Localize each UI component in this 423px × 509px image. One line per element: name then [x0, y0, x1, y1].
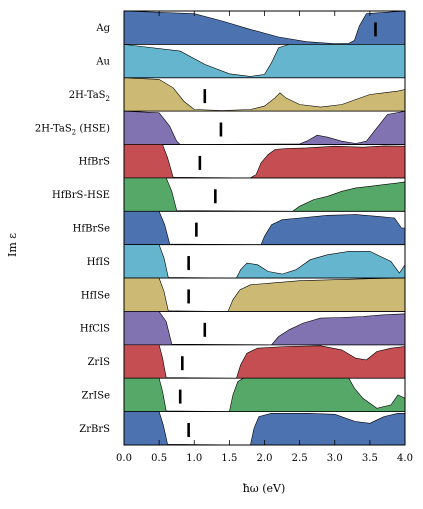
label-hfbrse: HfBrSe [73, 224, 110, 235]
y-axis-label: Im ε [6, 233, 19, 257]
panel-zris [123, 344, 406, 379]
area-hfis [123, 244, 406, 279]
panel-group [123, 10, 406, 446]
area-hfcls [123, 311, 406, 346]
area-zrbrs [123, 411, 406, 446]
panel-hfbrse [123, 211, 406, 246]
label-ag: Ag [95, 23, 110, 34]
x-axis-ticks: 0.0 0.5 1.0 1.5 2.0 2.5 3.0 3.5 4.0 [116, 11, 413, 464]
label-zrbrs: ZrBrS [79, 424, 110, 435]
area-zris [123, 344, 406, 379]
area-au [123, 44, 406, 79]
panel-ag [123, 10, 406, 45]
panel-zrbrs [123, 411, 406, 446]
panel-2h-tas2-hse [123, 110, 406, 145]
x-tick-label: 4.0 [397, 453, 413, 464]
area-hfbrs [123, 144, 406, 179]
x-tick-label: 0.0 [116, 453, 132, 464]
area-2h-tas2 [123, 77, 406, 112]
label-2h-tas2: 2H-TaS2 [69, 90, 110, 103]
label-hfbrs-hse: HfBrS-HSE [52, 190, 110, 201]
label-au: Au [95, 57, 110, 68]
category-labels: Ag Au 2H-TaS2 2H-TaS2 (HSE) HfBrS HfBrS-HSE Hf… [35, 23, 111, 435]
panel-zrise [123, 377, 406, 413]
x-tick-label: 2.5 [292, 453, 308, 464]
x-axis-label: ħω (eV) [243, 482, 286, 495]
x-tick-label: 1.0 [186, 453, 202, 464]
panel-hfis [123, 244, 406, 279]
area-hfbrse [123, 211, 406, 246]
panel-hfise [123, 277, 406, 312]
x-tick-label: 3.0 [327, 453, 343, 464]
x-tick-label: 1.5 [221, 453, 237, 464]
x-tick-label: 0.5 [151, 453, 167, 464]
area-ag [123, 10, 406, 45]
panel-2h-tas2 [123, 77, 406, 112]
x-tick-label: 2.0 [257, 453, 273, 464]
area-hfbrs-hse [123, 177, 406, 212]
area-2h-tas2-hse [123, 110, 406, 145]
label-hfis: HfIS [87, 257, 110, 268]
label-zris: ZrIS [87, 357, 110, 368]
x-tick-label: 3.5 [362, 453, 378, 464]
label-2h-tas2-hse: 2H-TaS2 (HSE) [35, 123, 110, 136]
panel-au [123, 44, 406, 79]
area-zrise [123, 377, 406, 412]
label-hfise: HfISe [81, 290, 110, 301]
label-hfcls: HfClS [80, 324, 110, 335]
area-hfise [123, 277, 406, 312]
label-zrise: ZrISe [82, 390, 111, 401]
panel-hfcls [123, 311, 406, 346]
panel-hfbrs-hse [123, 177, 406, 212]
panel-hfbrs [123, 144, 406, 179]
label-hfbrs: HfBrS [79, 157, 111, 168]
